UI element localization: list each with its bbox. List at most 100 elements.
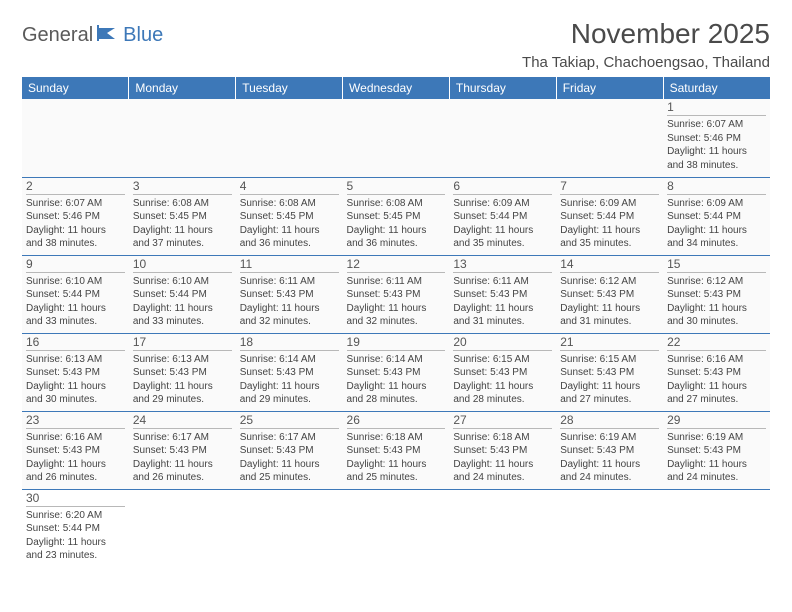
calendar-day-cell: 19Sunrise: 6:14 AMSunset: 5:43 PMDayligh… <box>343 333 450 411</box>
day-info: Sunrise: 6:11 AMSunset: 5:43 PMDaylight:… <box>453 275 552 329</box>
calendar-empty-cell <box>449 99 556 177</box>
day-info: Sunrise: 6:08 AMSunset: 5:45 PMDaylight:… <box>133 197 232 251</box>
calendar-day-cell: 8 Sunrise: 6:09 AMSunset: 5:44 PMDaylight… <box>663 177 770 255</box>
day-info: Sunrise: 6:18 AMSunset: 5:43 PMDaylight:… <box>453 431 552 485</box>
calendar-day-cell: 4 Sunrise: 6:08 AMSunset: 5:45 PMDaylight… <box>236 177 343 255</box>
day-number: 16 <box>26 335 125 351</box>
day-number: 18 <box>240 335 339 351</box>
calendar-day-cell: 23 Sunrise: 6:16 AMSunset: 5:43 PMDayligh… <box>22 411 129 489</box>
calendar-day-cell: 10 Sunrise: 6:10 AMSunset: 5:44 PMDayligh… <box>129 255 236 333</box>
calendar-day-cell: 3 Sunrise: 6:08 AMSunset: 5:45 PMDaylight… <box>129 177 236 255</box>
calendar-empty-cell <box>556 489 663 567</box>
day-number: 11 <box>240 257 339 273</box>
day-number: 7 <box>560 179 659 195</box>
calendar-day-cell: 6Sunrise: 6:09 AMSunset: 5:44 PMDaylight… <box>449 177 556 255</box>
calendar-empty-cell <box>129 99 236 177</box>
day-number: 25 <box>240 413 339 429</box>
day-info: Sunrise: 6:13 AMSunset: 5:43 PMDaylight:… <box>26 353 125 407</box>
day-number: 30 <box>26 491 125 507</box>
header: General Blue November 2025 Tha Takiap, C… <box>22 18 770 71</box>
day-header: Wednesday <box>343 77 450 99</box>
day-number: 26 <box>347 413 446 429</box>
day-info: Sunrise: 6:17 AMSunset: 5:43 PMDaylight:… <box>240 431 339 485</box>
day-info: Sunrise: 6:10 AMSunset: 5:44 PMDaylight:… <box>133 275 232 329</box>
calendar-day-cell: 22 Sunrise: 6:16 AMSunset: 5:43 PMDayligh… <box>663 333 770 411</box>
day-header: Friday <box>556 77 663 99</box>
calendar-empty-cell <box>236 99 343 177</box>
day-info: Sunrise: 6:11 AMSunset: 5:43 PMDaylight:… <box>240 275 339 329</box>
logo-text-blue: Blue <box>123 24 163 47</box>
calendar-empty-cell <box>343 489 450 567</box>
day-header: Tuesday <box>236 77 343 99</box>
day-number: 1 <box>667 100 766 116</box>
day-number: 8 <box>667 179 766 195</box>
calendar-day-cell: 28 Sunrise: 6:19 AMSunset: 5:43 PMDayligh… <box>556 411 663 489</box>
calendar-day-cell: 9Sunrise: 6:10 AMSunset: 5:44 PMDaylight… <box>22 255 129 333</box>
calendar-week-row: 9Sunrise: 6:10 AMSunset: 5:44 PMDaylight… <box>22 255 770 333</box>
day-number: 3 <box>133 179 232 195</box>
day-header-row: SundayMondayTuesdayWednesdayThursdayFrid… <box>22 77 770 99</box>
location: Tha Takiap, Chachoengsao, Thailand <box>522 54 770 71</box>
day-info: Sunrise: 6:19 AMSunset: 5:43 PMDaylight:… <box>667 431 766 485</box>
calendar-day-cell: 17Sunrise: 6:13 AMSunset: 5:43 PMDayligh… <box>129 333 236 411</box>
day-info: Sunrise: 6:09 AMSunset: 5:44 PMDaylight:… <box>667 197 766 251</box>
calendar-empty-cell <box>236 489 343 567</box>
logo-text-general: General <box>22 24 93 47</box>
day-info: Sunrise: 6:08 AMSunset: 5:45 PMDaylight:… <box>240 197 339 251</box>
day-number: 2 <box>26 179 125 195</box>
calendar-day-cell: 18 Sunrise: 6:14 AMSunset: 5:43 PMDayligh… <box>236 333 343 411</box>
day-info: Sunrise: 6:08 AMSunset: 5:45 PMDaylight:… <box>347 197 446 251</box>
day-header: Saturday <box>663 77 770 99</box>
calendar-week-row: 16 Sunrise: 6:13 AMSunset: 5:43 PMDayligh… <box>22 333 770 411</box>
day-number: 20 <box>453 335 552 351</box>
day-number: 10 <box>133 257 232 273</box>
calendar-week-row: 1 Sunrise: 6:07 AMSunset: 5:46 PMDaylight… <box>22 99 770 177</box>
calendar-empty-cell <box>129 489 236 567</box>
calendar-day-cell: 13Sunrise: 6:11 AMSunset: 5:43 PMDayligh… <box>449 255 556 333</box>
day-number: 27 <box>453 413 552 429</box>
day-info: Sunrise: 6:19 AMSunset: 5:43 PMDaylight:… <box>560 431 659 485</box>
day-info: Sunrise: 6:11 AMSunset: 5:43 PMDaylight:… <box>347 275 446 329</box>
day-info: Sunrise: 6:07 AMSunset: 5:46 PMDaylight:… <box>26 197 125 251</box>
day-info: Sunrise: 6:16 AMSunset: 5:43 PMDaylight:… <box>26 431 125 485</box>
day-number: 4 <box>240 179 339 195</box>
day-number: 24 <box>133 413 232 429</box>
calendar-day-cell: 21Sunrise: 6:15 AMSunset: 5:43 PMDayligh… <box>556 333 663 411</box>
day-info: Sunrise: 6:07 AMSunset: 5:46 PMDaylight:… <box>667 118 766 172</box>
day-info: Sunrise: 6:12 AMSunset: 5:43 PMDaylight:… <box>667 275 766 329</box>
day-number: 23 <box>26 413 125 429</box>
day-number: 6 <box>453 179 552 195</box>
calendar-day-cell: 29Sunrise: 6:19 AMSunset: 5:43 PMDayligh… <box>663 411 770 489</box>
day-info: Sunrise: 6:16 AMSunset: 5:43 PMDaylight:… <box>667 353 766 407</box>
day-info: Sunrise: 6:20 AMSunset: 5:44 PMDaylight:… <box>26 509 125 563</box>
day-info: Sunrise: 6:14 AMSunset: 5:43 PMDaylight:… <box>347 353 446 407</box>
calendar-day-cell: 16 Sunrise: 6:13 AMSunset: 5:43 PMDayligh… <box>22 333 129 411</box>
day-number: 22 <box>667 335 766 351</box>
day-info: Sunrise: 6:14 AMSunset: 5:43 PMDaylight:… <box>240 353 339 407</box>
calendar-empty-cell <box>663 489 770 567</box>
calendar-day-cell: 27 Sunrise: 6:18 AMSunset: 5:43 PMDayligh… <box>449 411 556 489</box>
day-number: 12 <box>347 257 446 273</box>
day-info: Sunrise: 6:09 AMSunset: 5:44 PMDaylight:… <box>560 197 659 251</box>
calendar-day-cell: 15 Sunrise: 6:12 AMSunset: 5:43 PMDayligh… <box>663 255 770 333</box>
calendar-week-row: 2 Sunrise: 6:07 AMSunset: 5:46 PMDaylight… <box>22 177 770 255</box>
calendar-day-cell: 26 Sunrise: 6:18 AMSunset: 5:43 PMDayligh… <box>343 411 450 489</box>
calendar-day-cell: 7 Sunrise: 6:09 AMSunset: 5:44 PMDaylight… <box>556 177 663 255</box>
calendar-day-cell: 14Sunrise: 6:12 AMSunset: 5:43 PMDayligh… <box>556 255 663 333</box>
title-block: November 2025 Tha Takiap, Chachoengsao, … <box>522 18 770 71</box>
calendar-week-row: 30 Sunrise: 6:20 AMSunset: 5:44 PMDayligh… <box>22 489 770 567</box>
day-number: 17 <box>133 335 232 351</box>
day-info: Sunrise: 6:17 AMSunset: 5:43 PMDaylight:… <box>133 431 232 485</box>
day-info: Sunrise: 6:15 AMSunset: 5:43 PMDaylight:… <box>453 353 552 407</box>
calendar-empty-cell <box>556 99 663 177</box>
day-header: Sunday <box>22 77 129 99</box>
day-number: 5 <box>347 179 446 195</box>
calendar-day-cell: 1 Sunrise: 6:07 AMSunset: 5:46 PMDaylight… <box>663 99 770 177</box>
day-number: 28 <box>560 413 659 429</box>
calendar-empty-cell <box>22 99 129 177</box>
day-number: 21 <box>560 335 659 351</box>
day-number: 15 <box>667 257 766 273</box>
calendar-day-cell: 25 Sunrise: 6:17 AMSunset: 5:43 PMDayligh… <box>236 411 343 489</box>
day-info: Sunrise: 6:18 AMSunset: 5:43 PMDaylight:… <box>347 431 446 485</box>
day-header: Thursday <box>449 77 556 99</box>
